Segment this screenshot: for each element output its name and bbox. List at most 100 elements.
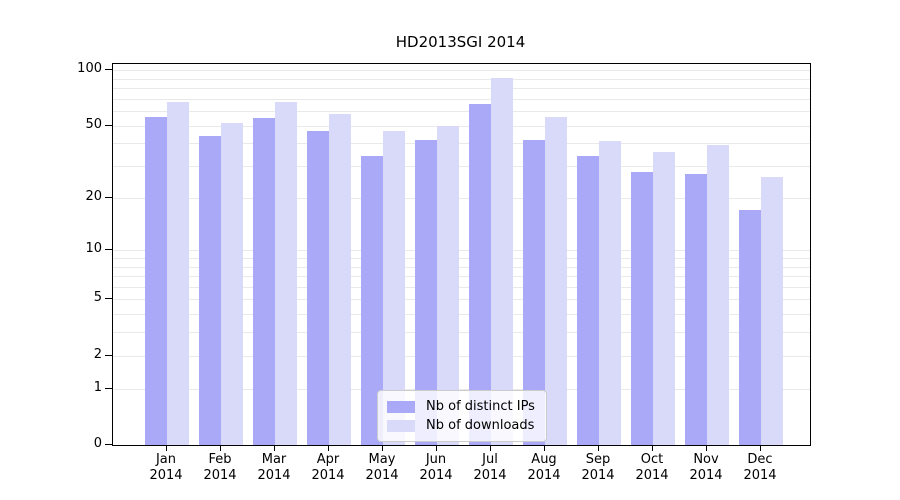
bar-distinct-ips — [199, 135, 221, 445]
legend-swatch-downloads — [387, 419, 415, 432]
gridline — [113, 388, 810, 390]
x-tick-label: Sep 2014 — [566, 452, 630, 484]
bar-downloads — [383, 130, 405, 445]
y-tick — [105, 387, 112, 389]
bar-distinct-ips — [145, 116, 167, 445]
x-tick-month: Mar — [261, 452, 287, 467]
bar-downloads — [491, 77, 513, 445]
bar-downloads — [221, 122, 243, 445]
x-tick-label: Aug 2014 — [512, 452, 576, 484]
x-tick-month: Dec — [747, 452, 773, 467]
bar-distinct-ips — [685, 174, 707, 445]
x-tick — [166, 445, 167, 451]
x-tick-month: Jan — [155, 452, 177, 467]
x-tick — [382, 445, 383, 451]
x-tick — [328, 445, 329, 451]
x-tick — [760, 445, 761, 451]
gridline — [113, 250, 810, 252]
x-tick-month: Aug — [531, 452, 557, 467]
x-tick-label: Apr 2014 — [296, 452, 360, 484]
x-tick-month: Oct — [640, 452, 664, 467]
x-tick-year: 2014 — [743, 468, 777, 483]
x-tick — [652, 445, 653, 451]
y-tick-label: 20 — [85, 188, 102, 204]
gridline — [113, 355, 810, 357]
x-tick-label: Jul 2014 — [458, 452, 522, 484]
gridline — [113, 166, 810, 168]
x-tick-month: Feb — [208, 452, 232, 467]
x-tick — [598, 445, 599, 451]
bar-distinct-ips — [253, 118, 275, 445]
x-tick-year: 2014 — [149, 468, 183, 483]
gridline — [113, 299, 810, 301]
x-tick — [706, 445, 707, 451]
x-tick-month: Jul — [482, 452, 498, 467]
x-tick-month: Nov — [693, 452, 719, 467]
bar-downloads — [707, 145, 729, 445]
x-tick-year: 2014 — [473, 468, 507, 483]
x-tick-label: Jun 2014 — [404, 452, 468, 484]
x-tick-label: Feb 2014 — [188, 452, 252, 484]
x-tick-label: Nov 2014 — [674, 452, 738, 484]
y-tick — [105, 124, 112, 126]
y-tick-label: 50 — [85, 116, 102, 132]
bar-downloads — [275, 102, 297, 445]
x-tick-year: 2014 — [527, 468, 561, 483]
x-tick-label: Jan 2014 — [134, 452, 198, 484]
bar-downloads — [653, 151, 675, 445]
bar-distinct-ips — [415, 139, 437, 445]
y-tick — [105, 249, 112, 251]
x-tick — [274, 445, 275, 451]
gridline — [113, 125, 810, 127]
legend-item-distinct-ips: Nb of distinct IPs — [387, 397, 537, 416]
x-tick-year: 2014 — [257, 468, 291, 483]
x-tick-year: 2014 — [689, 468, 723, 483]
gridline — [113, 258, 810, 259]
x-tick-month: May — [368, 452, 396, 467]
x-tick-label: Mar 2014 — [242, 452, 306, 484]
bar-downloads — [599, 141, 621, 445]
x-tick-label: Dec 2014 — [728, 452, 792, 484]
bar-distinct-ips — [739, 210, 761, 445]
y-tick-label: 10 — [85, 241, 102, 257]
x-tick-year: 2014 — [419, 468, 453, 483]
legend-item-downloads: Nb of downloads — [387, 416, 537, 435]
legend: Nb of distinct IPs Nb of downloads — [377, 390, 547, 442]
x-tick-label: Oct 2014 — [620, 452, 684, 484]
y-tick — [105, 444, 112, 445]
y-tick — [105, 196, 112, 198]
bar-downloads — [761, 177, 783, 445]
bar-distinct-ips — [523, 139, 545, 445]
bar-distinct-ips — [469, 103, 491, 445]
gridline — [113, 332, 810, 334]
gridline — [113, 143, 810, 145]
gridline — [113, 88, 810, 90]
gridline — [113, 197, 810, 199]
x-tick-label: May 2014 — [350, 452, 414, 484]
y-tick-label: 1 — [93, 379, 102, 395]
bar-distinct-ips — [631, 171, 653, 445]
bar-downloads — [437, 125, 459, 445]
x-tick-month: Jun — [425, 452, 447, 467]
bar-downloads — [545, 116, 567, 445]
bar-distinct-ips — [361, 156, 383, 445]
x-tick-month: Sep — [585, 452, 611, 467]
gridline — [113, 286, 810, 288]
x-tick — [436, 445, 437, 451]
x-tick-year: 2014 — [203, 468, 237, 483]
y-tick — [105, 354, 112, 356]
y-tick — [105, 298, 112, 300]
bar-distinct-ips — [577, 156, 599, 445]
gridline — [113, 70, 810, 72]
x-tick — [490, 445, 491, 451]
chart-title: HD2013SGI 2014 — [395, 33, 526, 51]
legend-label-downloads: Nb of downloads — [426, 418, 535, 433]
gridline — [113, 78, 810, 80]
bar-distinct-ips — [307, 130, 329, 445]
gridline — [113, 98, 810, 100]
x-tick-year: 2014 — [311, 468, 345, 483]
x-tick — [220, 445, 221, 451]
x-tick-month: Apr — [316, 452, 340, 467]
y-tick-label: 2 — [93, 346, 102, 362]
